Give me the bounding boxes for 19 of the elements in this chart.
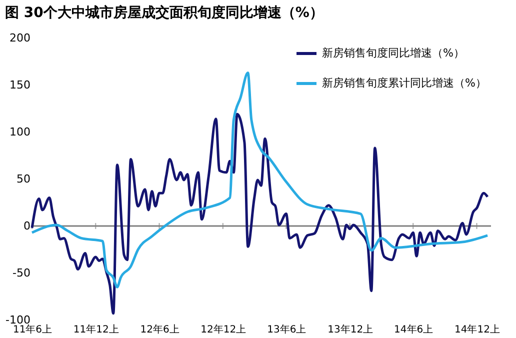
y-tick-label: 200: [10, 32, 30, 44]
y-tick-label: 50: [16, 172, 30, 186]
line-series: [30, 112, 489, 315]
x-tick-label: 14年6上: [394, 324, 434, 336]
legend-label: 新房销售旬度同比增速（%）: [322, 46, 464, 60]
x-tick-label: 12年6上: [140, 324, 180, 336]
y-tick-label: -50: [12, 266, 30, 280]
x-tick-label: 12年12上: [200, 324, 246, 336]
y-tick-label: 100: [10, 126, 30, 138]
x-tick-label: 11年6上: [12, 324, 52, 336]
chart-title: 图 30个大中城市房屋成交面积旬度同比增速（%）: [5, 4, 324, 21]
x-tick-label: 11年12上: [73, 324, 119, 336]
y-tick-label: 0: [24, 220, 30, 232]
line-series: [30, 72, 489, 288]
x-tick-label: 13年6上: [267, 324, 306, 336]
y-tick-label: 150: [10, 78, 30, 92]
x-tick-label: 14年12上: [454, 324, 500, 336]
legend-label: 新房销售旬度累计同比增速（%）: [322, 76, 486, 90]
x-tick-label: 13年12上: [328, 324, 374, 336]
